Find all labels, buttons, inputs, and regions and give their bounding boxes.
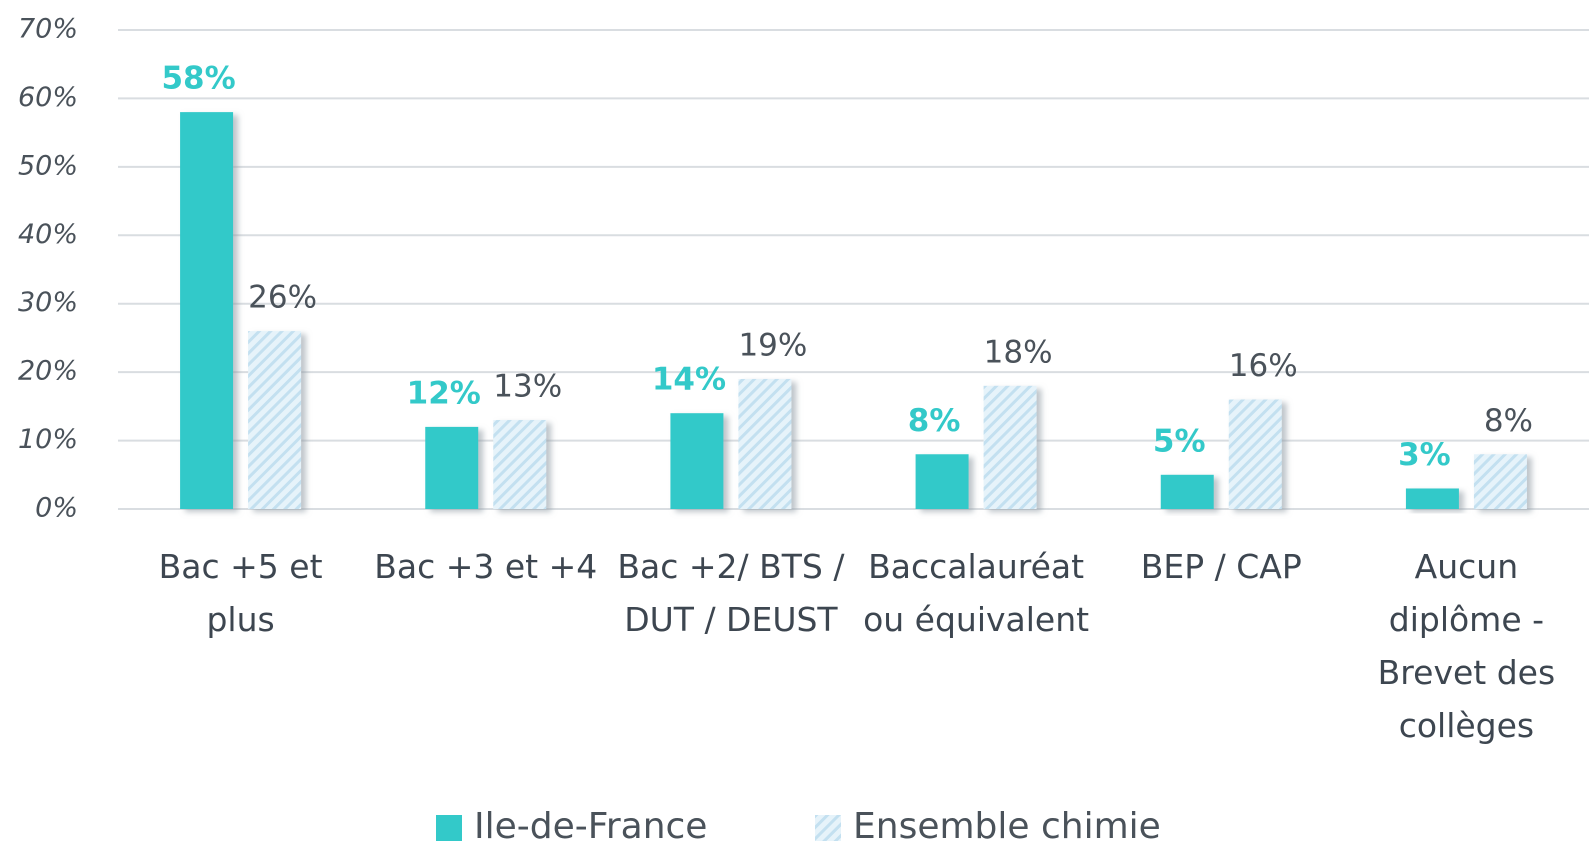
y-tick-label: 60% <box>18 82 78 113</box>
y-tick-label: 20% <box>18 356 78 387</box>
bar <box>670 413 724 509</box>
bar <box>738 378 792 509</box>
data-label: 12% <box>407 375 481 411</box>
bar <box>983 385 1037 509</box>
bar <box>248 331 302 509</box>
data-label: 26% <box>248 280 317 316</box>
y-tick-label: 10% <box>18 424 78 455</box>
bar <box>915 454 969 509</box>
legend-label: Ile-de-France <box>474 806 707 847</box>
bar <box>493 420 547 509</box>
data-label: 8% <box>1484 403 1533 439</box>
bar <box>1473 454 1527 509</box>
legend-label: Ensemble chimie <box>853 806 1161 847</box>
data-label: 13% <box>493 369 562 405</box>
y-tick-label: 0% <box>35 493 78 524</box>
bar <box>1160 474 1214 509</box>
y-tick-label: 50% <box>18 150 78 181</box>
bar <box>425 426 479 509</box>
x-tick-label: Baccalauréat ou équivalent <box>863 547 1090 639</box>
data-label: 19% <box>738 327 807 363</box>
x-tick-label: Bac +2/ BTS / DUT / DEUST <box>617 547 845 639</box>
legend-swatch <box>815 815 841 841</box>
data-label: 3% <box>1398 437 1451 473</box>
bar <box>180 112 234 509</box>
y-tick-label: 30% <box>18 287 78 318</box>
x-tick-label: Bac +3 et +4 <box>374 547 598 586</box>
legend-swatch <box>436 815 462 841</box>
y-tick-label: 70% <box>18 14 78 45</box>
data-label: 16% <box>1229 348 1298 384</box>
data-label: 14% <box>652 362 726 398</box>
data-label: 58% <box>161 61 235 97</box>
y-tick-label: 40% <box>18 219 78 250</box>
data-label: 5% <box>1153 423 1206 459</box>
data-label: 18% <box>984 334 1053 370</box>
bar <box>1228 399 1282 509</box>
bar <box>1405 488 1459 509</box>
data-label: 8% <box>908 403 961 439</box>
x-tick-label: Aucun diplôme - Brevet des collèges <box>1377 547 1556 745</box>
x-tick-label: Bac +5 et plus <box>158 547 323 639</box>
x-tick-label: BEP / CAP <box>1140 547 1302 586</box>
